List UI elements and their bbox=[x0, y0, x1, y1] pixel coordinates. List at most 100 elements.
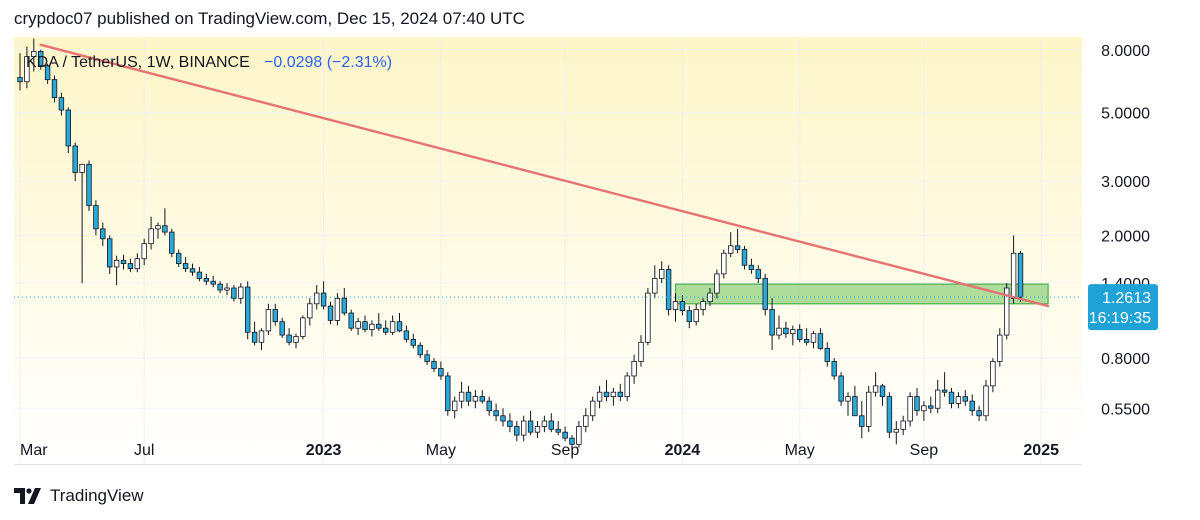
candle-body bbox=[762, 278, 768, 310]
candle-body bbox=[659, 269, 665, 279]
price-chart[interactable]: 8.00005.00003.00002.00001.40000.80000.55… bbox=[14, 37, 1184, 465]
candle-body bbox=[320, 292, 327, 307]
published-by-text: crypdoc07 published on TradingView.com, … bbox=[14, 9, 525, 28]
symbol-line: KDA / TetherUS, 1W, BINANCE bbox=[26, 54, 250, 71]
candle-body bbox=[313, 292, 320, 305]
candle-down bbox=[562, 426, 568, 442]
candle-up bbox=[1004, 283, 1010, 340]
candle-up bbox=[659, 261, 665, 284]
candle-body bbox=[914, 396, 920, 412]
candle-up bbox=[872, 372, 879, 397]
candle-body bbox=[852, 396, 858, 417]
candle-body bbox=[769, 309, 775, 336]
candle-up bbox=[955, 392, 962, 409]
candle-body bbox=[935, 389, 941, 409]
support-zone-rect bbox=[674, 283, 1049, 305]
candle-up bbox=[907, 392, 913, 427]
candle-down bbox=[196, 266, 203, 282]
candle-body bbox=[948, 391, 955, 404]
price-tick-label: 0.8000 bbox=[1101, 351, 1150, 368]
candle-up bbox=[300, 315, 306, 340]
candle-down bbox=[514, 421, 520, 442]
candle-body bbox=[189, 268, 196, 273]
candle-up bbox=[293, 333, 299, 349]
tradingview-logo-icon bbox=[14, 488, 41, 504]
candle-body bbox=[893, 428, 899, 433]
candle-up bbox=[31, 38, 37, 72]
candle-body bbox=[631, 361, 637, 377]
candle-down bbox=[679, 295, 686, 316]
candle-down bbox=[382, 320, 389, 336]
candle-body bbox=[155, 225, 161, 230]
candle-up bbox=[997, 328, 1003, 367]
candle-body bbox=[210, 280, 216, 285]
time-axis: Mar Jul 2023 May Sep 2024 May Sep 2025 bbox=[14, 442, 1082, 465]
candle-body bbox=[817, 333, 824, 349]
candle-body bbox=[127, 263, 134, 270]
candle-down bbox=[417, 342, 423, 359]
candle-down bbox=[272, 303, 278, 326]
candle-body bbox=[527, 420, 534, 433]
candle-down bbox=[217, 281, 223, 294]
candle-up bbox=[638, 335, 644, 367]
candle-down bbox=[783, 321, 789, 338]
candle-body bbox=[741, 249, 748, 266]
candle-body bbox=[58, 97, 65, 111]
candle-body bbox=[79, 163, 85, 173]
candle-down bbox=[755, 265, 761, 284]
candle-down bbox=[493, 403, 499, 422]
candle-body bbox=[797, 329, 803, 340]
candle-up bbox=[790, 325, 796, 346]
candle-body bbox=[776, 327, 782, 336]
candle-down bbox=[948, 387, 955, 409]
candle-down bbox=[879, 383, 886, 406]
candle-body bbox=[997, 334, 1003, 362]
candle-up bbox=[990, 358, 996, 393]
candle-body bbox=[665, 269, 672, 310]
candle-down bbox=[969, 394, 975, 416]
candle-body bbox=[486, 400, 492, 412]
candle-body bbox=[679, 301, 686, 312]
time-tick-label: 2025 bbox=[1023, 442, 1059, 459]
candle-body bbox=[983, 385, 989, 417]
price-badge-box bbox=[1088, 284, 1158, 331]
candle-body bbox=[590, 400, 596, 417]
candle-body bbox=[845, 396, 851, 402]
candle-body bbox=[451, 400, 458, 412]
candle-down bbox=[362, 315, 368, 333]
time-tick-label: May bbox=[426, 442, 456, 459]
candle-down bbox=[748, 258, 755, 274]
candle-down bbox=[486, 396, 492, 416]
candle-body bbox=[514, 426, 520, 436]
candle-body bbox=[976, 410, 982, 417]
candle-body bbox=[431, 361, 437, 369]
candle-body bbox=[824, 347, 830, 362]
candle-body bbox=[258, 330, 265, 343]
candle-down bbox=[251, 321, 258, 346]
time-tick-label: May bbox=[785, 442, 815, 459]
candle-body bbox=[583, 415, 589, 427]
candle-up bbox=[810, 330, 817, 349]
last-price-badge: 1.2613 16:19:35 bbox=[1088, 284, 1158, 331]
candle-body bbox=[728, 245, 734, 254]
candle-body bbox=[534, 426, 541, 433]
candle-down bbox=[548, 413, 554, 433]
symbol-legend[interactable]: KDA / TetherUS, 1W, BINANCE −0.0298 (−2.… bbox=[26, 54, 392, 71]
tradingview-brand[interactable]: TradingView bbox=[14, 485, 144, 507]
candle-body bbox=[907, 396, 913, 422]
candle-body bbox=[500, 415, 506, 422]
candle-down bbox=[189, 263, 196, 276]
candle-body bbox=[341, 297, 347, 314]
candle-body bbox=[162, 225, 168, 233]
candle-body bbox=[17, 77, 23, 83]
candle-down bbox=[37, 49, 44, 70]
candle-down bbox=[734, 228, 741, 254]
chart-canvas[interactable]: 8.00005.00003.00002.00001.40000.80000.55… bbox=[14, 37, 1184, 465]
candle-body bbox=[493, 410, 499, 417]
candle-body bbox=[472, 396, 479, 402]
candle-body bbox=[672, 301, 679, 310]
candle-down bbox=[93, 200, 99, 236]
candle-body bbox=[520, 420, 527, 436]
candle-up bbox=[148, 216, 154, 250]
candle-body bbox=[458, 391, 465, 402]
